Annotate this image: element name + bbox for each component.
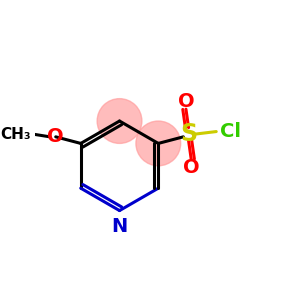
Text: O: O bbox=[178, 92, 194, 111]
Text: CH₃: CH₃ bbox=[0, 127, 31, 142]
Text: O: O bbox=[183, 158, 200, 177]
Text: O: O bbox=[47, 127, 64, 146]
Text: S: S bbox=[180, 122, 197, 146]
Text: N: N bbox=[111, 217, 128, 236]
Circle shape bbox=[136, 121, 181, 166]
Text: Cl: Cl bbox=[220, 122, 241, 141]
Circle shape bbox=[97, 99, 142, 143]
